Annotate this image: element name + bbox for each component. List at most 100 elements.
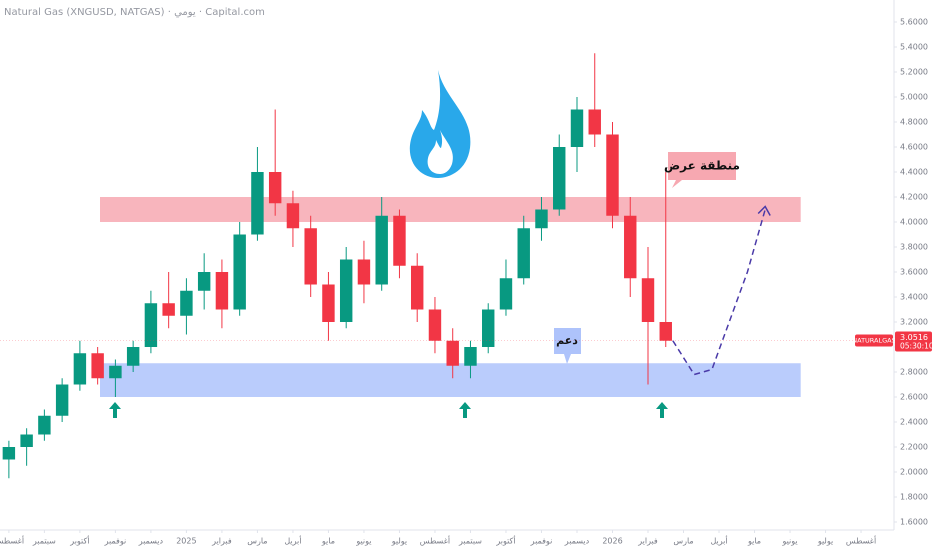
y-tick-label: 4.8000 [900, 118, 928, 127]
x-tick-label: ديسمبر [138, 537, 164, 546]
x-tick-label: يونيو [355, 537, 371, 546]
y-tick-label: 2.4000 [900, 418, 928, 427]
candle-body [393, 215, 406, 266]
candle-body [55, 384, 69, 416]
symbol-box [855, 334, 893, 347]
x-tick-label: نوفمبر [104, 537, 127, 546]
x-tick-label: مارس [673, 537, 693, 546]
up-arrow [656, 402, 668, 418]
x-tick-label: فبراير [637, 537, 658, 546]
y-tick-label: 5.0000 [900, 93, 928, 102]
x-tick-label: يوليو [817, 537, 833, 546]
x-tick-label: سبتمبر [458, 537, 482, 546]
y-tick-label: 3.8000 [900, 243, 928, 252]
y-tick-label: 4.2000 [900, 193, 928, 202]
candle-body [304, 228, 317, 285]
y-tick-label: 2.0000 [900, 468, 928, 477]
up-arrow [459, 402, 471, 418]
last-price-label: 3.0516 [900, 333, 928, 342]
x-tick-label: أبريل [710, 536, 727, 546]
x-tick-label: أكتوبر [69, 536, 89, 546]
symbol-label: NATURALGAS [852, 337, 895, 345]
candle-body [517, 228, 530, 279]
candle-body [339, 259, 353, 322]
candle-body [126, 347, 140, 366]
x-tick-label: ديسمبر [564, 537, 590, 546]
zone [100, 363, 801, 397]
candle-body [464, 347, 477, 366]
x-tick-label: أبريل [284, 536, 301, 546]
x-tick-label: 2026 [602, 537, 622, 546]
x-tick-label: أغسطس [846, 536, 876, 546]
candle-body [606, 134, 619, 216]
y-tick-label: 4.6000 [900, 143, 928, 152]
candle-body [588, 109, 601, 135]
x-tick-label: يونيو [781, 537, 797, 546]
candle-body [180, 290, 193, 316]
x-tick-label: مايو [321, 537, 335, 546]
supply-callout [668, 152, 736, 188]
candle-body [144, 303, 158, 347]
candle-body [2, 447, 16, 460]
candle-body [641, 278, 655, 322]
candle-body [162, 303, 175, 316]
candle-body [38, 415, 51, 435]
candle-body [570, 109, 584, 147]
candle-body [482, 309, 495, 347]
candle-body [499, 278, 513, 310]
candle-body [322, 284, 335, 322]
y-tick-label: 5.4000 [900, 43, 928, 52]
x-tick-label: فبراير [211, 537, 232, 546]
candle-body [233, 234, 246, 310]
candle-body [268, 172, 282, 204]
candle-body [357, 259, 371, 285]
x-tick-label: يوليو [391, 537, 407, 546]
x-tick-label: نوفمبر [530, 537, 553, 546]
candle-body [428, 309, 442, 341]
candle-body [20, 434, 33, 447]
y-tick-label: 4.0000 [900, 218, 928, 227]
y-tick-label: 3.2000 [900, 318, 928, 327]
candle-body [286, 203, 300, 229]
y-tick-label: 1.6000 [900, 518, 928, 527]
price-box [895, 331, 932, 352]
y-tick-label: 2.6000 [900, 393, 928, 402]
y-tick-label: 2.8000 [900, 368, 928, 377]
candle-body [215, 272, 229, 310]
y-tick-label: 5.6000 [900, 18, 928, 27]
flame-icon [409, 70, 471, 178]
supply-label: منطقة عرض [664, 159, 740, 173]
x-tick-label: أغسطس [420, 536, 450, 546]
candle-body [375, 215, 388, 285]
candle-body [91, 353, 104, 379]
support-callout [554, 328, 581, 364]
up-arrow [109, 402, 121, 418]
candle-body [659, 322, 672, 341]
y-tick-label: 4.4000 [900, 168, 928, 177]
x-tick-label: 2025 [176, 537, 196, 546]
candle-body [197, 272, 211, 291]
x-tick-label: أكتوبر [495, 536, 515, 546]
zone [100, 197, 801, 222]
countdown-label: 05:30:10 [900, 342, 932, 351]
y-tick-label: 3.4000 [900, 293, 928, 302]
y-tick-label: 1.8000 [900, 493, 928, 502]
candle-body [624, 215, 637, 279]
y-tick-label: 2.2000 [900, 443, 928, 452]
y-tick-label: 5.2000 [900, 68, 928, 77]
candle-body [109, 365, 122, 379]
x-tick-label: أغسطس [0, 536, 24, 546]
projection-arrowhead [757, 205, 771, 216]
y-tick-label: 3.6000 [900, 268, 928, 277]
x-tick-label: سبتمبر [32, 537, 56, 546]
projection-line [672, 209, 766, 376]
candle-body [553, 147, 566, 210]
candle-body [410, 265, 424, 310]
candle-body [73, 353, 87, 385]
header: Natural Gas (XNGUSD, NATGAS) · يومي · Ca… [4, 7, 265, 18]
candle-body [251, 172, 264, 235]
x-tick-label: مايو [747, 537, 761, 546]
x-tick-label: مارس [247, 537, 267, 546]
